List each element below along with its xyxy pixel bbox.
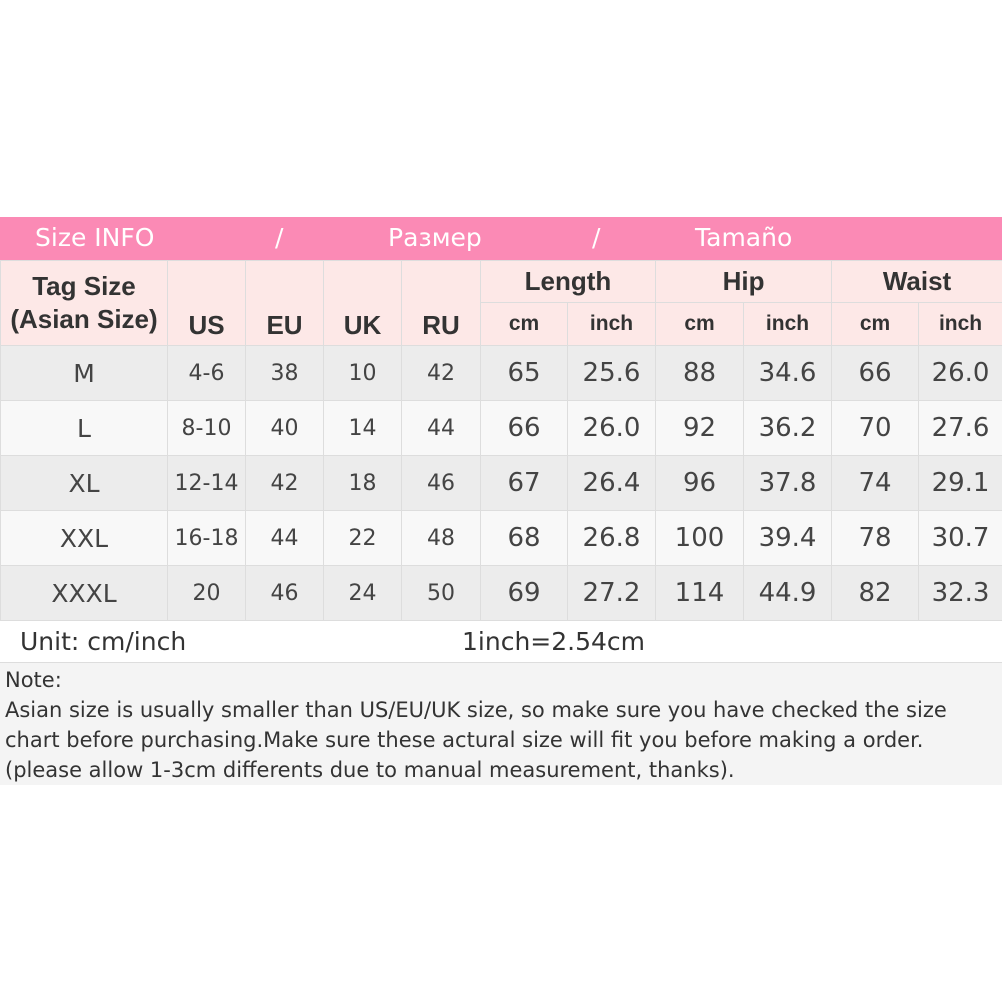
table-cell: 29.1 xyxy=(918,455,1002,511)
table-cell: XXXL xyxy=(0,565,168,621)
table-row: XXXL 20 46 24 50 69 27.2 114 44.9 82 32.3 xyxy=(0,565,1002,621)
table-cell: 67 xyxy=(480,455,568,511)
table-cell: 18 xyxy=(323,455,402,511)
table-cell: 66 xyxy=(480,400,568,456)
conversion-label: 1inch=2.54cm xyxy=(462,627,645,656)
size-info-banner: Size INFO / Размер / Tamaño xyxy=(0,217,1002,260)
header-tag-size: Tag Size (Asian Size) xyxy=(0,260,168,346)
table-cell: 14 xyxy=(323,400,402,456)
table-cell: 48 xyxy=(401,510,481,566)
header-waist: Waist xyxy=(831,260,1002,303)
asian-size-label: (Asian Size) xyxy=(10,304,158,334)
table-cell: 26.4 xyxy=(567,455,656,511)
table-cell: 36.2 xyxy=(742,400,833,456)
table-cell: 69 xyxy=(480,565,568,621)
note-section: Note: Asian size is usually smaller than… xyxy=(0,663,1002,785)
table-cell: 34.6 xyxy=(742,345,833,401)
table-cell: 74 xyxy=(831,455,920,511)
table-cell: 42 xyxy=(401,345,481,401)
table-cell: 68 xyxy=(480,510,568,566)
table-cell: 8-10 xyxy=(167,400,246,456)
table-cell: 26.8 xyxy=(567,510,656,566)
header-length: Length xyxy=(480,260,656,303)
header-waist-inch: inch xyxy=(918,302,1002,346)
table-cell: 20 xyxy=(167,565,246,621)
header-waist-cm: cm xyxy=(831,302,920,346)
table-cell: 30.7 xyxy=(918,510,1002,566)
banner-title-ru: Размер xyxy=(388,223,482,252)
header-hip: Hip xyxy=(654,260,833,303)
table-cell: 22 xyxy=(323,510,402,566)
table-cell: 66 xyxy=(831,345,920,401)
header-hip-inch: inch xyxy=(742,302,833,346)
banner-separator: / xyxy=(275,223,284,252)
table-cell: 44.9 xyxy=(742,565,833,621)
tag-size-label: Tag Size xyxy=(32,271,136,301)
table-cell: 27.2 xyxy=(567,565,656,621)
table-cell: 70 xyxy=(831,400,920,456)
table-cell: XL xyxy=(0,455,168,511)
table-cell: 40 xyxy=(245,400,324,456)
table-cell: 44 xyxy=(401,400,481,456)
table-cell: 4-6 xyxy=(167,345,246,401)
table-cell: 26.0 xyxy=(567,400,656,456)
table-cell: 26.0 xyxy=(918,345,1002,401)
header-ru: RU xyxy=(401,260,481,346)
banner-title-es: Tamaño xyxy=(695,223,793,252)
note-title: Note: xyxy=(5,668,62,692)
table-cell: 114 xyxy=(655,565,744,621)
table-cell: 65 xyxy=(480,345,568,401)
table-cell: 25.6 xyxy=(567,345,656,401)
header-hip-cm: cm xyxy=(655,302,744,346)
table-cell: 32.3 xyxy=(918,565,1002,621)
table-cell: 44 xyxy=(245,510,324,566)
table-cell: 78 xyxy=(831,510,920,566)
size-table: Tag Size (Asian Size) US EU UK RU Length … xyxy=(0,260,1002,621)
table-cell: 100 xyxy=(655,510,744,566)
table-cell: 42 xyxy=(245,455,324,511)
table-cell: 24 xyxy=(323,565,402,621)
table-cell: 16-18 xyxy=(167,510,246,566)
note-text: Asian size is usually smaller than US/EU… xyxy=(5,698,947,782)
table-cell: 96 xyxy=(655,455,744,511)
header-uk: UK xyxy=(323,260,402,346)
table-cell: 46 xyxy=(401,455,481,511)
table-cell: 50 xyxy=(401,565,481,621)
header-us: US xyxy=(167,260,246,346)
table-row: M 4-6 38 10 42 65 25.6 88 34.6 66 26.0 xyxy=(0,345,1002,401)
unit-row: Unit: cm/inch 1inch=2.54cm xyxy=(0,621,1002,663)
table-cell: 10 xyxy=(323,345,402,401)
table-row: XL 12-14 42 18 46 67 26.4 96 37.8 74 29.1 xyxy=(0,455,1002,511)
table-cell: 88 xyxy=(655,345,744,401)
banner-separator: / xyxy=(592,223,601,252)
header-length-inch: inch xyxy=(567,302,656,346)
table-cell: 27.6 xyxy=(918,400,1002,456)
table-row: XXL 16-18 44 22 48 68 26.8 100 39.4 78 30.7 xyxy=(0,510,1002,566)
table-row: L 8-10 40 14 44 66 26.0 92 36.2 70 27.6 xyxy=(0,400,1002,456)
header-length-cm: cm xyxy=(480,302,568,346)
table-cell: 39.4 xyxy=(742,510,833,566)
banner-title: Size INFO xyxy=(35,223,155,252)
unit-label: Unit: cm/inch xyxy=(20,627,187,656)
table-cell: 38 xyxy=(245,345,324,401)
table-cell: XXL xyxy=(0,510,168,566)
table-cell: 92 xyxy=(655,400,744,456)
table-cell: L xyxy=(0,400,168,456)
table-cell: 37.8 xyxy=(742,455,833,511)
table-cell: 12-14 xyxy=(167,455,246,511)
table-cell: 46 xyxy=(245,565,324,621)
table-cell: M xyxy=(0,345,168,401)
table-cell: 82 xyxy=(831,565,920,621)
header-eu: EU xyxy=(245,260,324,346)
